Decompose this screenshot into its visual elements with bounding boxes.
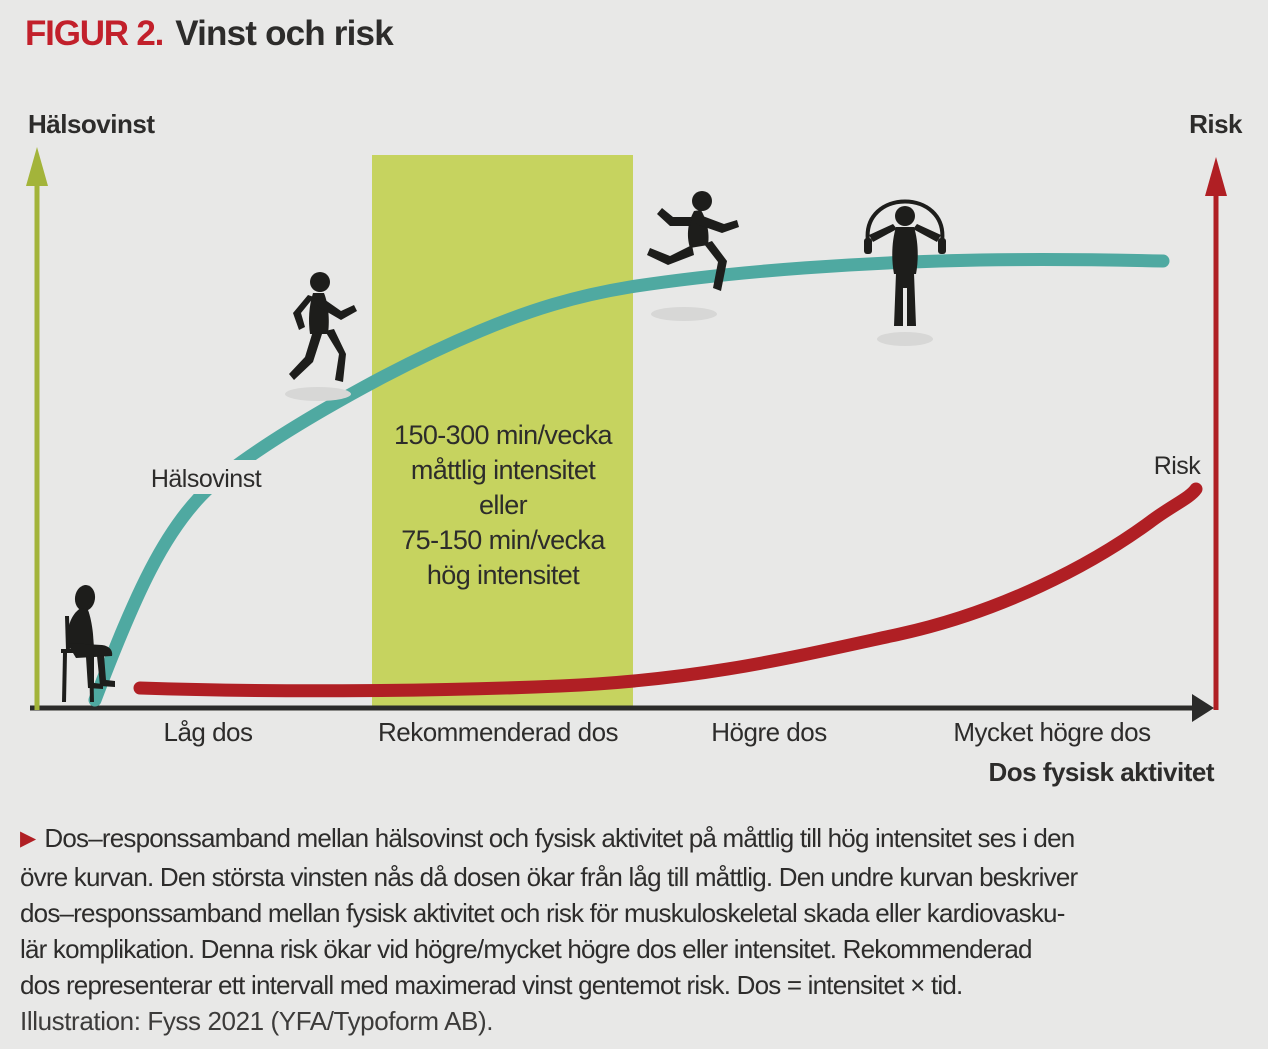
running-person-icon	[647, 191, 739, 321]
figure-title-row: FIGUR 2. Vinst och risk	[25, 14, 394, 54]
band-text-line-4: 75-150 min/vecka	[401, 525, 606, 555]
caption-text: Dos–responssamband mellan hälsovinst och…	[44, 823, 1075, 853]
x-tick-hogre-dos: Högre dos	[711, 717, 827, 747]
caption-line: dos representerar ett intervall med maxi…	[20, 970, 963, 1000]
x-axis-arrowhead-icon	[1192, 694, 1214, 722]
caption-bullet-icon: ▶	[20, 827, 36, 850]
jump-rope-person-shadow	[877, 332, 933, 346]
x-tick-mycket-hogre-dos: Mycket högre dos	[953, 717, 1151, 747]
figure-caption: ▶ Dos–responssamband mellan hälsovinst oc…	[20, 820, 1260, 1039]
band-text-line-2: måttlig intensitet	[411, 455, 596, 485]
left-axis-label: Hälsovinst	[28, 109, 155, 139]
jump-rope-rope	[865, 199, 945, 244]
benefit-curve-label-mask	[142, 460, 272, 494]
sitting-person-icon	[61, 585, 115, 702]
figure-number-label: FIGUR 2.	[25, 14, 164, 53]
band-text-line-1: 150-300 min/vecka	[394, 420, 614, 450]
risk-curve	[133, 482, 1203, 698]
x-axis-title: Dos fysisk aktivitet	[988, 757, 1214, 787]
benefit-axis-arrowhead-icon	[26, 147, 48, 186]
risk-curve-label: Risk	[1154, 452, 1202, 480]
x-tick-lag-dos: Låg dos	[163, 717, 253, 747]
walking-person-shadow	[285, 387, 351, 401]
caption-line: dos–responssamband mellan fysisk aktivit…	[20, 898, 1065, 928]
walking-person-icon	[285, 272, 357, 401]
dose-response-chart: Hälsovinst Risk Hälsovinst Risk 150-300 …	[26, 109, 1244, 787]
jump-rope-person-icon	[864, 199, 946, 346]
band-text-line-5: hög intensitet	[427, 560, 580, 590]
caption-line: lär komplikation. Denna risk ökar vid hö…	[20, 934, 1032, 964]
recommended-dose-band	[372, 155, 633, 708]
x-tick-rekommenderad-dos: Rekommenderad dos	[378, 717, 619, 747]
running-person-shadow	[651, 307, 717, 321]
right-axis-label: Risk	[1189, 109, 1243, 139]
benefit-curve	[88, 253, 1170, 707]
caption-line: ▶ Dos–responssamband mellan hälsovinst oc…	[20, 820, 1260, 859]
band-text-line-3: eller	[479, 490, 528, 520]
benefit-curve-label: Hälsovinst	[151, 465, 262, 493]
risk-axis-arrowhead-icon	[1205, 157, 1227, 196]
caption-line: övre kurvan. Den största vinsten nås då …	[20, 862, 1078, 892]
figure-title: Vinst och risk	[175, 14, 393, 53]
caption-credit: Illustration: Fyss 2021 (YFA/Typoform AB…	[20, 1006, 494, 1036]
